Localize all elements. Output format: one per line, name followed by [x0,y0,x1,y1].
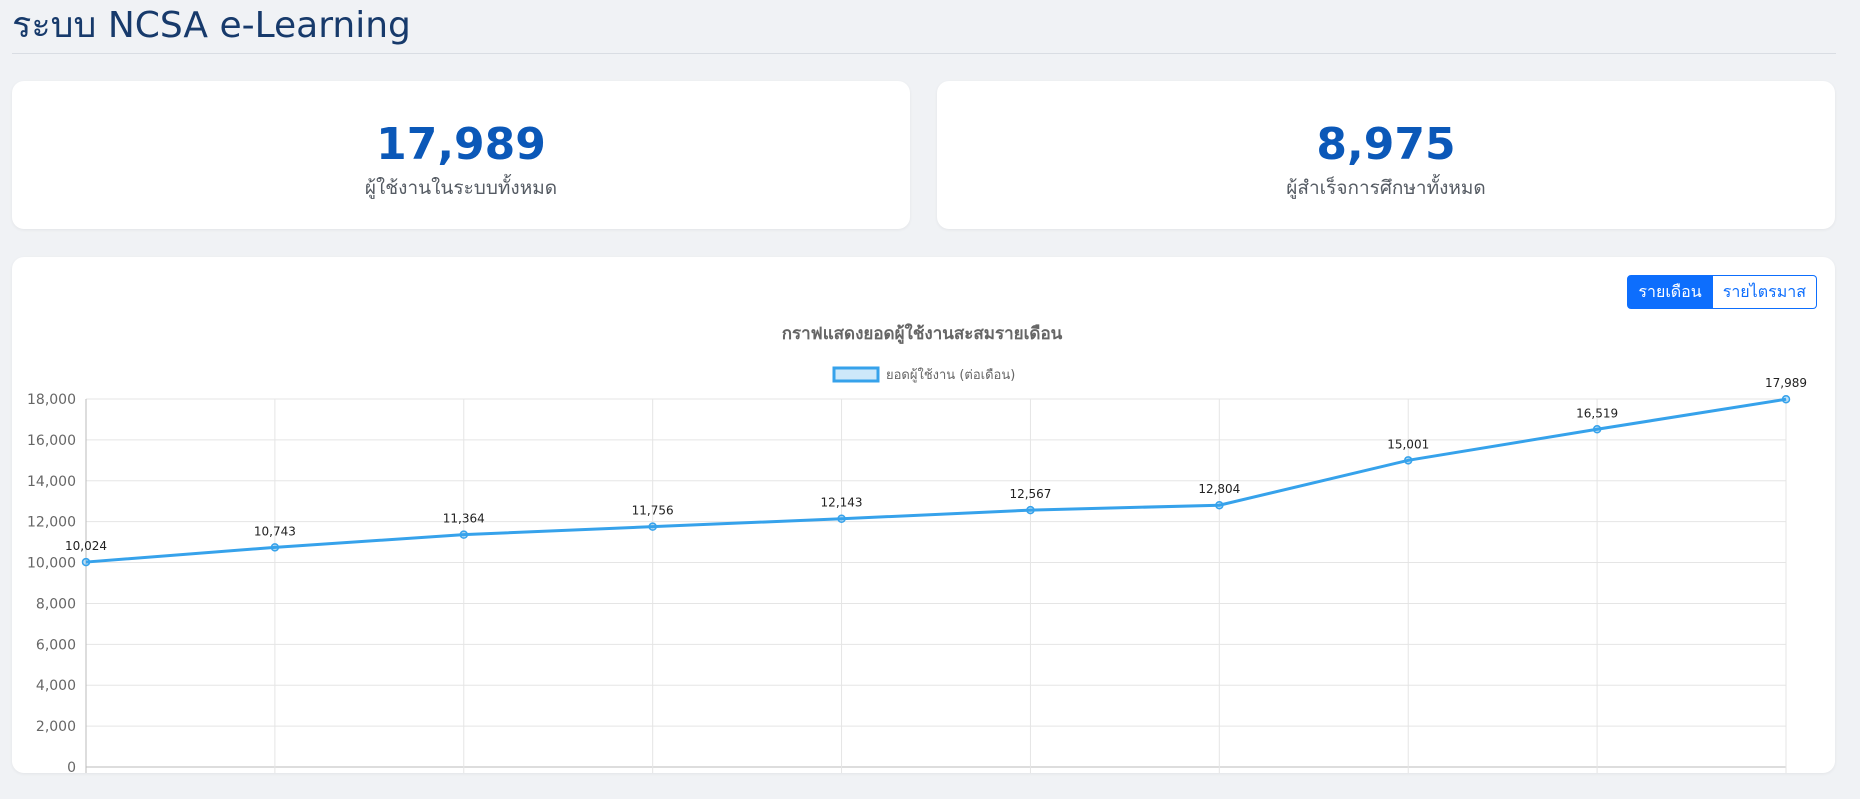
y-tick-label: 16,000 [27,433,76,449]
legend-label: ยอดผู้ใช้งาน (ต่อเดือน) [886,367,1015,383]
period-toggle: รายเดือน รายไตรมาส [1627,275,1817,309]
data-point[interactable] [81,557,91,567]
y-tick-label: 6,000 [36,637,76,653]
y-tick-label: 4,000 [36,678,76,694]
total-users-card: 17,989 ผู้ใช้งานในระบบทั้งหมด [12,81,910,229]
quarterly-button[interactable]: รายไตรมาส [1712,275,1817,309]
legend-swatch [832,366,880,383]
data-label: 11,364 [443,512,485,526]
total-users-label: ผู้ใช้งานในระบบทั้งหมด [364,177,558,199]
data-label: 10,024 [65,539,107,553]
y-tick-label: 14,000 [27,474,76,490]
data-point[interactable] [1592,425,1602,434]
graduates-label: ผู้สำเร็จการศึกษาทั้งหมด [1286,177,1486,199]
y-axis: 0 2,000 4,000 6,000 8,000 10,000 12,000 14,000 1… [27,392,76,773]
chart-legend[interactable]: ยอดผู้ใช้งาน (ต่อเดือน) [832,366,1015,383]
data-label: 12,804 [1198,482,1240,496]
y-tick-label: 0 [67,760,76,773]
graduates-value: 8,975 [1316,119,1456,170]
data-label: 16,519 [1576,406,1618,420]
data-point[interactable] [837,514,846,523]
data-point[interactable] [1403,456,1413,465]
y-tick-label: 2,000 [36,719,76,735]
data-point[interactable] [648,522,657,531]
y-tick-label: 18,000 [27,392,76,408]
chart-title: กราฟแสดงยอดผู้ใช้งานสะสมรายเดือน [782,323,1063,345]
monthly-button[interactable]: รายเดือน [1627,275,1713,309]
data-point[interactable] [459,530,469,539]
y-tick-label: 12,000 [27,515,76,531]
data-label: 12,567 [1009,487,1051,501]
chart-grid [85,398,1787,773]
data-point[interactable] [1215,500,1224,510]
title-divider [12,53,1836,54]
user-growth-chart: กราฟแสดงยอดผู้ใช้งานสะสมรายเดือน ยอดผู้ใ… [27,323,1807,773]
page-title: ระบบ NCSA e-Learning [12,5,411,46]
data-labels: 10,024 10,743 11,364 11,756 12,143 12,567 12,8… [65,376,1807,553]
data-label: 10,743 [254,524,296,538]
data-points [81,394,1791,567]
y-tick-label: 8,000 [36,596,76,612]
data-label: 12,143 [821,496,863,510]
chart-card: กราฟแสดงยอดผู้ใช้งานสะสมรายเดือน ยอดผู้ใ… [12,257,1835,773]
data-label: 15,001 [1387,437,1429,451]
data-point[interactable] [1781,394,1791,404]
data-label: 17,989 [1765,376,1807,390]
data-point[interactable] [1026,505,1035,515]
y-tick-label: 10,000 [27,556,76,572]
data-label: 11,756 [632,504,674,518]
total-users-value: 17,989 [376,119,546,170]
data-point[interactable] [270,543,280,552]
series-line [85,397,1787,564]
graduates-card: 8,975 ผู้สำเร็จการศึกษาทั้งหมด [937,81,1835,229]
